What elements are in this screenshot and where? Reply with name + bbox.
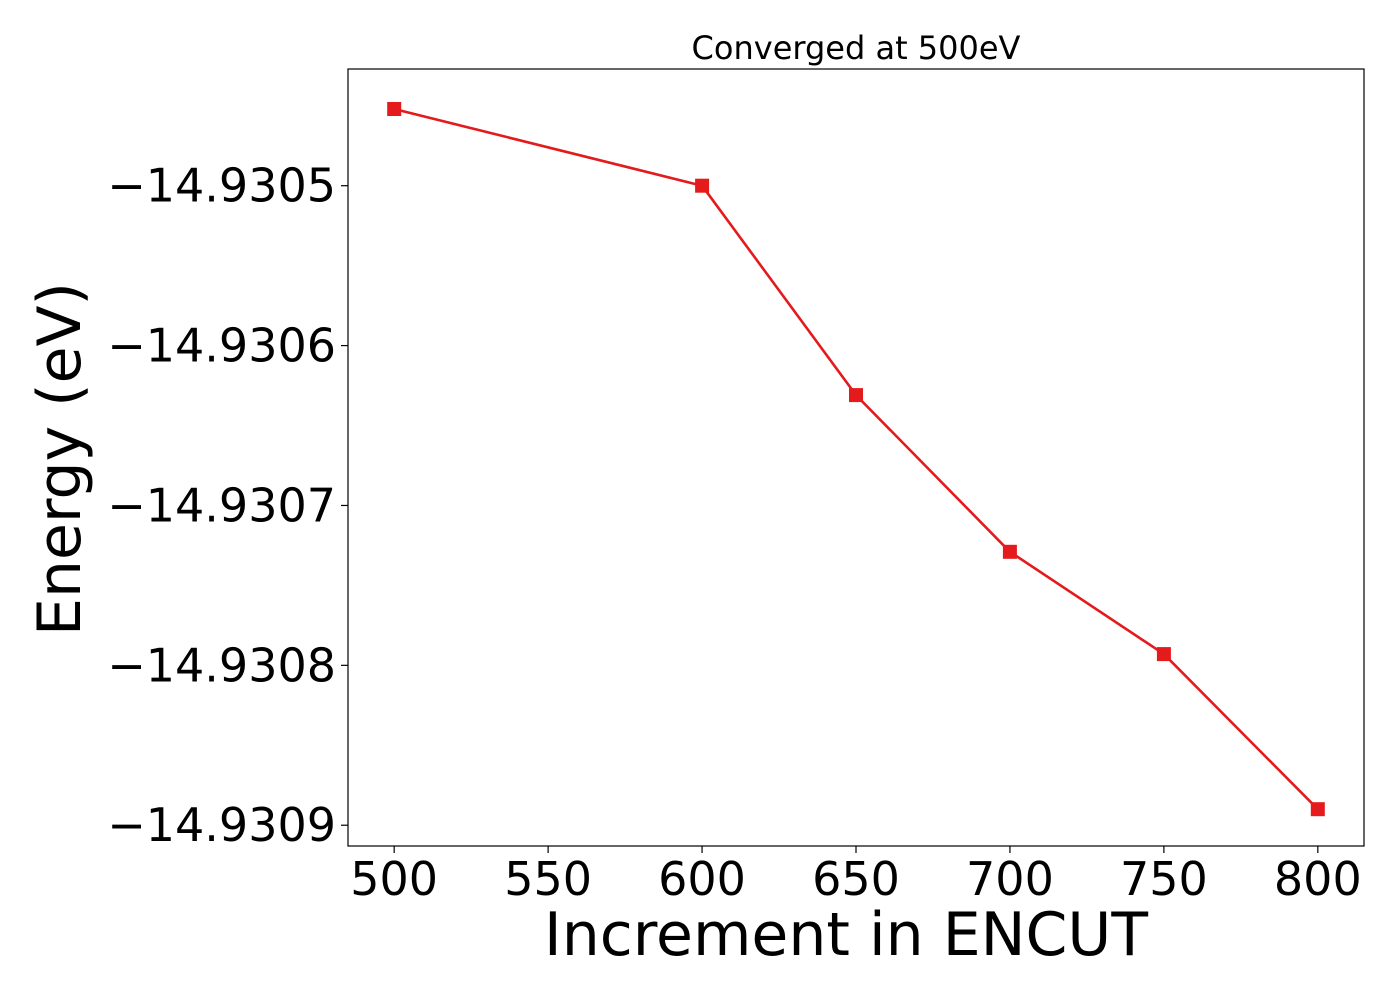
- data-point-marker: [1310, 802, 1325, 817]
- axes-frame: [347, 68, 1365, 847]
- y-axis-ticks: −14.9305 −14.9306 −14.9307 −14.9308 −14.9309: [107, 159, 348, 852]
- y-tick-label: −14.9308: [107, 638, 336, 692]
- y-tick-label: −14.9307: [107, 478, 336, 532]
- data-point-marker: [695, 178, 710, 193]
- x-tick-label: 500: [350, 852, 438, 906]
- data-point-marker: [1156, 647, 1171, 662]
- chart-title: Converged at 500eV: [692, 29, 1021, 67]
- y-tick-label: −14.9309: [107, 798, 336, 852]
- x-tick-label: 550: [504, 852, 592, 906]
- x-tick-label: 650: [812, 852, 900, 906]
- plot-area: [387, 102, 1325, 817]
- x-axis-ticks: 500 550 600 650 700 750 800: [350, 846, 1362, 906]
- x-axis-label: Increment in ENCUT: [544, 900, 1148, 970]
- data-point-marker: [1002, 544, 1017, 559]
- y-axis-label: Energy (eV): [25, 282, 95, 636]
- y-tick-label: −14.9306: [107, 319, 336, 373]
- x-tick-label: 700: [966, 852, 1054, 906]
- data-point-marker: [387, 102, 402, 116]
- data-point-marker: [849, 388, 863, 403]
- x-tick-label: 800: [1274, 852, 1362, 906]
- x-tick-label: 750: [1120, 852, 1208, 906]
- x-tick-label: 600: [658, 852, 746, 906]
- y-tick-label: −14.9305: [107, 159, 336, 213]
- series-line: [392, 107, 1320, 811]
